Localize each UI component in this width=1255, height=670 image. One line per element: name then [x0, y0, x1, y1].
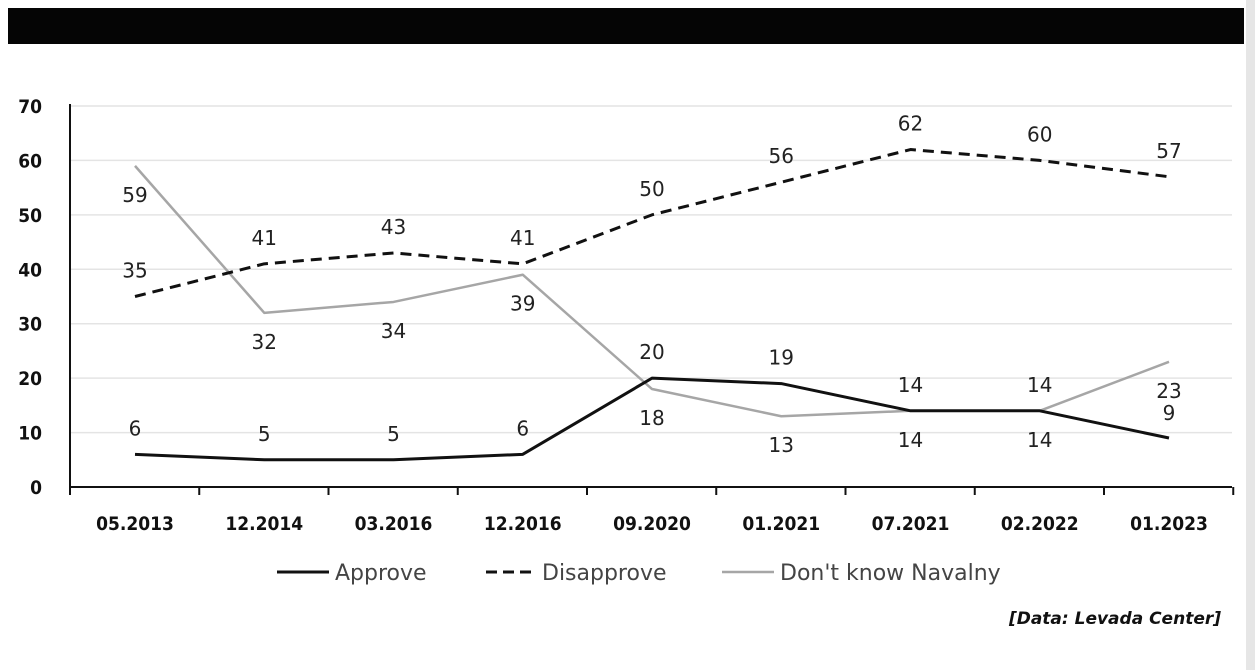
data-label-don-t-know-navalny-8: 23 [1156, 379, 1181, 403]
legend-label-don-t-know-navalny: Don't know Navalny [780, 561, 1001, 586]
x-tick-label-12.2014: 12.2014 [225, 513, 303, 535]
data-label-don-t-know-navalny-0: 59 [122, 183, 147, 207]
y-tick-label-70: 70 [18, 96, 42, 118]
data-label-approve-8: 9 [1163, 401, 1176, 425]
x-tick-label-01.2023: 01.2023 [1130, 513, 1208, 535]
x-tick-label-09.2020: 09.2020 [613, 513, 691, 535]
legend-label-disapprove: Disapprove [542, 561, 667, 586]
data-label-don-t-know-navalny-2: 34 [381, 319, 406, 343]
data-label-disapprove-5: 56 [769, 144, 794, 168]
data-label-disapprove-2: 43 [381, 215, 406, 239]
data-label-approve-2: 5 [387, 422, 400, 446]
y-tick-label-10: 10 [18, 423, 42, 445]
data-label-approve-7: 14 [1027, 373, 1052, 397]
data-label-don-t-know-navalny-3: 39 [510, 292, 535, 316]
data-source: [Data: Levada Center] [1008, 609, 1221, 629]
data-label-disapprove-6: 62 [898, 112, 923, 136]
data-label-don-t-know-navalny-5: 13 [769, 433, 794, 457]
data-label-disapprove-3: 41 [510, 226, 535, 250]
data-label-disapprove-8: 57 [1156, 139, 1181, 163]
data-label-disapprove-1: 41 [252, 226, 277, 250]
data-label-approve-3: 6 [516, 416, 529, 440]
series-line-approve [134, 376, 1170, 462]
top-black-bar [8, 8, 1244, 44]
data-label-disapprove-7: 60 [1027, 122, 1052, 146]
data-label-don-t-know-navalny-6: 14 [898, 428, 923, 452]
data-label-don-t-know-navalny-1: 32 [252, 330, 277, 354]
data-label-approve-5: 19 [769, 346, 794, 370]
data-label-approve-4: 20 [639, 340, 664, 364]
y-tick-label-40: 40 [18, 259, 42, 281]
data-label-don-t-know-navalny-7: 14 [1027, 428, 1052, 452]
x-tick-label-05.2013: 05.2013 [96, 513, 174, 535]
right-edge-strip [1246, 0, 1255, 670]
y-tick-label-60: 60 [18, 150, 42, 172]
data-label-approve-0: 6 [129, 416, 142, 440]
y-tick-label-0: 0 [30, 477, 42, 499]
data-label-disapprove-4: 50 [639, 177, 664, 201]
y-tick-label-30: 30 [18, 314, 42, 336]
data-label-disapprove-0: 35 [122, 259, 147, 283]
x-tick-label-12.2016: 12.2016 [484, 513, 562, 535]
x-tick-label-03.2016: 03.2016 [355, 513, 433, 535]
data-label-approve-6: 14 [898, 373, 923, 397]
y-tick-label-50: 50 [18, 205, 42, 227]
legend-label-approve: Approve [335, 561, 427, 586]
x-tick-label-01.2021: 01.2021 [742, 513, 820, 535]
data-label-approve-1: 5 [258, 422, 271, 446]
data-label-don-t-know-navalny-4: 18 [639, 406, 664, 430]
x-tick-label-02.2022: 02.2022 [1001, 513, 1079, 535]
y-tick-label-20: 20 [18, 368, 42, 390]
x-tick-label-07.2021: 07.2021 [872, 513, 950, 535]
series-line-disapprove [134, 148, 1170, 298]
